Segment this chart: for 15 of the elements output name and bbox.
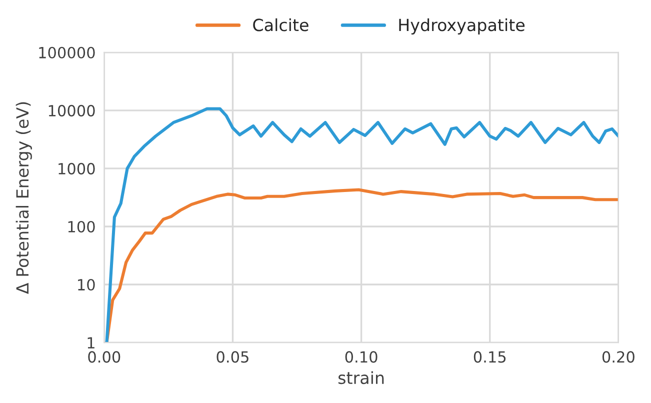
y-tick-label: 10000 [48,104,95,116]
legend-label: Hydroxyapatite [399,18,525,34]
y-tick-label: 10 [78,278,95,291]
legend-label: Calcite [253,18,308,32]
y-tick-label: 1000 [58,162,95,174]
x-tick-label: 0.10 [345,351,378,363]
y-tick-label: 100000 [39,46,95,58]
y-axis-title: Δ Potential Energy (eV) [16,102,32,294]
x-tick-label: 0.20 [602,351,634,363]
x-tick-label: 0.00 [88,351,120,363]
x-axis-title: strain [338,371,384,384]
y-tick-label: 1 [88,337,94,348]
x-tick-label: 0.15 [474,351,506,363]
y-tick-label: 100 [68,220,95,233]
x-tick-label: 0.05 [216,351,248,363]
